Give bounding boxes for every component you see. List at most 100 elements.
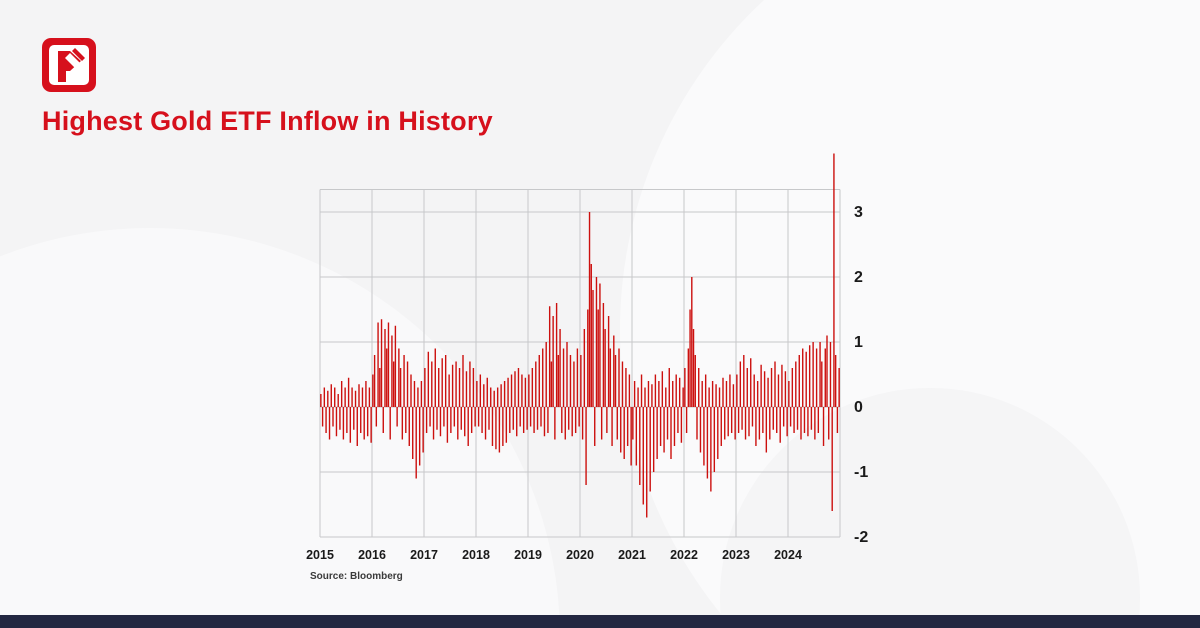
flow-bar	[344, 387, 346, 407]
flow-bar	[448, 374, 450, 407]
flow-bar	[828, 407, 830, 440]
flow-bar	[462, 355, 464, 407]
flow-bar	[569, 355, 572, 407]
flow-bar	[531, 368, 534, 407]
flow-bar	[777, 374, 780, 407]
flow-bar	[793, 407, 795, 433]
flow-bar	[618, 348, 620, 407]
flow-bar	[358, 384, 360, 407]
flow-bar	[405, 407, 407, 433]
flow-bar	[739, 361, 742, 407]
flow-bar	[788, 381, 790, 407]
flow-bar	[439, 407, 442, 437]
flow-bar	[368, 387, 371, 407]
flow-bar	[394, 325, 397, 407]
flow-bar	[335, 407, 338, 437]
y-tick-label: 3	[854, 204, 863, 221]
flow-bar	[606, 407, 608, 433]
flow-bar	[323, 387, 326, 407]
flow-bar	[628, 374, 631, 407]
flow-bar	[413, 381, 416, 407]
flow-bar	[706, 407, 709, 479]
flow-bar	[392, 361, 395, 407]
flow-bar	[682, 387, 684, 407]
flow-bar	[538, 355, 540, 407]
flow-bar	[434, 348, 436, 407]
flow-bar	[609, 348, 612, 407]
gold-etf-flow-chart: 3 2 1 0 -1 -2 2015 2016 2017 2018 2019 2020 2021 2022…	[300, 122, 880, 592]
flow-bar	[375, 407, 378, 427]
flow-bar	[597, 309, 599, 407]
flow-bar	[748, 407, 750, 437]
flow-bar	[826, 335, 828, 407]
flow-bar	[762, 407, 764, 433]
flow-bar	[651, 384, 653, 407]
flow-bar	[406, 361, 409, 407]
flow-bar	[514, 371, 516, 407]
flow-bar	[354, 390, 357, 407]
flow-bar	[774, 361, 776, 407]
bottom-accent-bar	[0, 615, 1200, 628]
flow-bar	[621, 361, 624, 407]
flow-bar	[516, 407, 518, 437]
flow-bar	[330, 384, 332, 407]
flow-bar	[784, 371, 787, 407]
flow-bar	[834, 355, 837, 407]
flow-bar	[626, 407, 629, 446]
flow-bar	[798, 355, 800, 407]
flow-bar	[756, 381, 759, 407]
flow-bar	[529, 407, 532, 427]
flow-bar	[370, 407, 372, 443]
flow-bar	[535, 361, 537, 407]
flow-bar	[533, 407, 535, 433]
flow-bar	[769, 407, 771, 440]
flow-bar	[614, 355, 617, 407]
flow-bar	[590, 264, 592, 407]
flow-bar	[685, 407, 688, 433]
flow-bar	[616, 407, 618, 440]
flow-bar	[810, 407, 813, 430]
flow-bar	[441, 358, 443, 407]
flow-bar	[386, 348, 388, 407]
flow-bar	[763, 371, 766, 407]
flow-bar	[795, 361, 797, 407]
flow-bar	[741, 407, 743, 430]
flow-bar	[698, 368, 700, 407]
flow-bar	[800, 407, 802, 440]
flow-bar	[656, 407, 658, 459]
flow-bar	[600, 407, 603, 440]
flow-bar	[328, 407, 331, 440]
flow-bar	[557, 355, 560, 407]
flow-bar	[547, 407, 549, 433]
flow-bar	[729, 374, 731, 407]
flow-bar	[718, 387, 721, 407]
flow-bar	[633, 381, 636, 407]
flow-bar	[576, 348, 579, 407]
flow-bar	[467, 407, 469, 446]
flow-bar	[675, 374, 677, 407]
flow-bar	[691, 277, 693, 407]
flow-bar	[663, 407, 665, 453]
flow-bar	[822, 407, 825, 446]
flow-bar	[672, 381, 674, 407]
flow-bar	[668, 368, 670, 407]
flow-bar	[455, 361, 457, 407]
flow-bar	[699, 407, 702, 453]
flow-bar	[460, 407, 462, 430]
flow-bar	[819, 342, 821, 407]
flow-bar	[555, 303, 558, 407]
flow-bar	[592, 290, 594, 407]
flow-bar	[666, 407, 669, 440]
flow-bar	[491, 407, 494, 446]
x-tick-label: 2024	[774, 548, 802, 562]
flow-bar	[526, 407, 528, 430]
flow-bar	[744, 407, 747, 440]
flow-bar	[658, 381, 660, 407]
flow-bar	[812, 342, 814, 407]
flow-bar	[436, 407, 438, 430]
y-tick-label: -2	[854, 529, 868, 546]
flow-bar	[611, 407, 613, 446]
flow-bar	[694, 355, 696, 407]
flow-bar	[446, 407, 449, 443]
flow-bar	[802, 348, 804, 407]
